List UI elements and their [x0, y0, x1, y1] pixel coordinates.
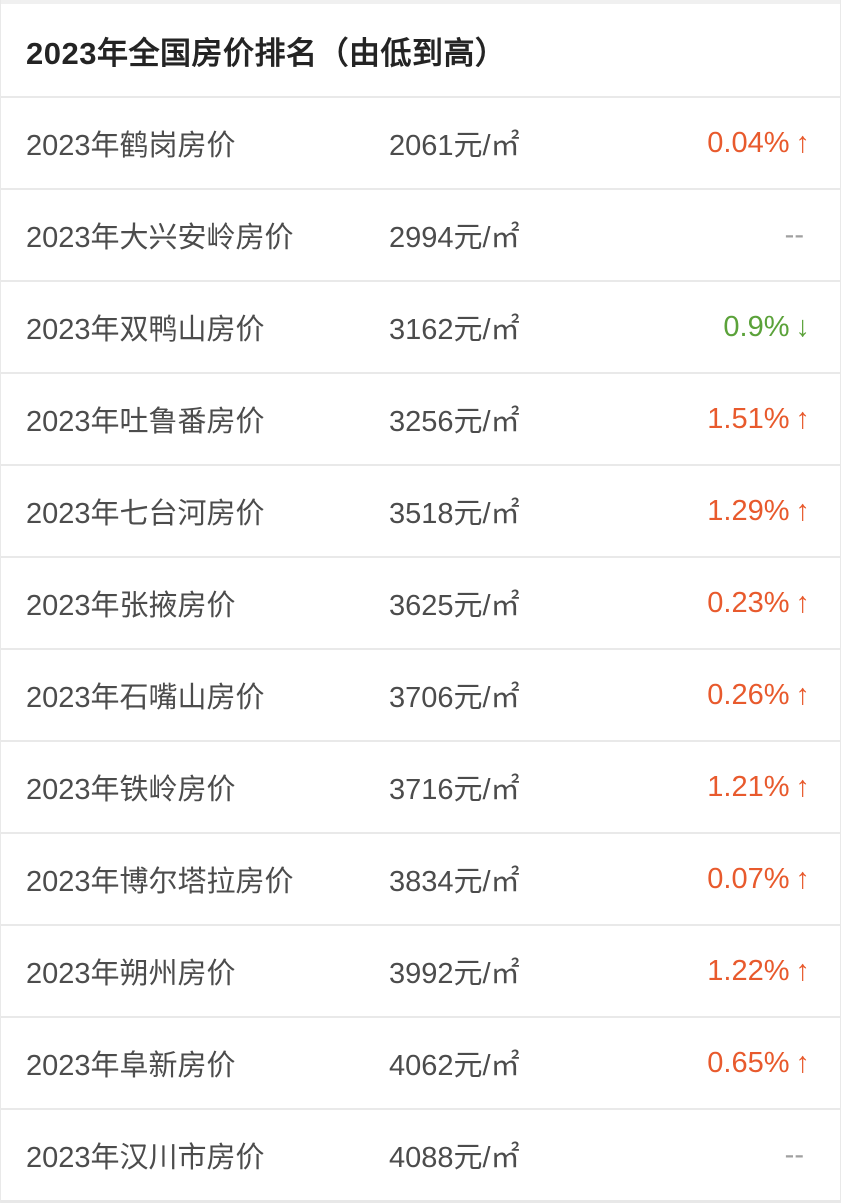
- table-row: 2023年石嘴山房价 3706元/㎡ 0.26% ↑: [1, 648, 840, 740]
- change-value: 1.29% ↑: [707, 495, 810, 528]
- price-value: 3518元/㎡: [389, 498, 520, 530]
- price-value: 2061元/㎡: [389, 130, 520, 162]
- change-value: 0.23% ↑: [707, 587, 810, 620]
- city-price-label: 2023年双鸭山房价: [26, 314, 265, 346]
- change-value: 0.65% ↑: [707, 1047, 810, 1080]
- trend-arrow-icon: ↑: [795, 126, 811, 159]
- city-price-label: 2023年张掖房价: [26, 590, 236, 622]
- change-value: --: [785, 219, 810, 252]
- change-percent: --: [784, 1138, 804, 1171]
- table-row: 2023年阜新房价 4062元/㎡ 0.65% ↑: [1, 1016, 840, 1108]
- table-row: 2023年鹤岗房价 2061元/㎡ 0.04% ↑: [1, 96, 840, 188]
- change-value: 0.9% ↓: [723, 311, 810, 344]
- price-value: 3162元/㎡: [389, 314, 520, 346]
- city-price-label: 2023年阜新房价: [26, 1050, 236, 1082]
- change-percent: 0.23%: [707, 586, 790, 619]
- change-value: 0.07% ↑: [707, 863, 810, 896]
- change-value: 1.22% ↑: [707, 955, 810, 988]
- table-row: 2023年双鸭山房价 3162元/㎡ 0.9% ↓: [1, 280, 840, 372]
- change-value: --: [785, 1139, 810, 1172]
- change-percent: 0.9%: [723, 310, 790, 343]
- trend-arrow-icon: ↑: [795, 402, 811, 435]
- change-value: 0.04% ↑: [707, 127, 810, 160]
- trend-arrow-icon: ↑: [795, 862, 811, 895]
- trend-arrow-icon: ↑: [795, 494, 811, 527]
- trend-arrow-icon: ↓: [795, 310, 811, 343]
- city-price-label: 2023年大兴安岭房价: [26, 222, 294, 254]
- change-percent: 0.26%: [707, 678, 790, 711]
- table-row: 2023年铁岭房价 3716元/㎡ 1.21% ↑: [1, 740, 840, 832]
- table-row: 2023年吐鲁番房价 3256元/㎡ 1.51% ↑: [1, 372, 840, 464]
- change-value: 1.21% ↑: [707, 771, 810, 804]
- change-percent: 1.29%: [707, 494, 790, 527]
- price-value: 4062元/㎡: [389, 1050, 520, 1082]
- price-value: 3834元/㎡: [389, 866, 520, 898]
- bottom-border-strip: [1, 1200, 840, 1203]
- city-price-label: 2023年铁岭房价: [26, 774, 236, 806]
- city-price-label: 2023年博尔塔拉房价: [26, 866, 294, 898]
- page-title: 2023年全国房价排名（由低到高）: [26, 35, 507, 71]
- price-value: 4088元/㎡: [389, 1142, 520, 1174]
- table-row: 2023年博尔塔拉房价 3834元/㎡ 0.07% ↑: [1, 832, 840, 924]
- trend-arrow-icon: ↑: [795, 770, 811, 803]
- change-percent: 1.51%: [707, 402, 790, 435]
- trend-arrow-icon: ↑: [795, 1046, 811, 1079]
- trend-arrow-icon: ↑: [795, 678, 811, 711]
- price-value: 3992元/㎡: [389, 958, 520, 990]
- change-percent: 0.65%: [707, 1046, 790, 1079]
- price-ranking-list: 2023年鹤岗房价 2061元/㎡ 0.04% ↑ 2023年大兴安岭房价 299…: [1, 96, 840, 1200]
- change-percent: --: [784, 218, 804, 251]
- title-bar: 2023年全国房价排名（由低到高）: [1, 4, 840, 96]
- change-percent: 1.22%: [707, 954, 790, 987]
- trend-arrow-icon: ↑: [795, 954, 811, 987]
- change-value: 1.51% ↑: [707, 403, 810, 436]
- change-percent: 0.07%: [707, 862, 790, 895]
- price-value: 3625元/㎡: [389, 590, 520, 622]
- city-price-label: 2023年朔州房价: [26, 958, 236, 990]
- top-border-strip: [1, 0, 840, 4]
- price-value: 2994元/㎡: [389, 222, 520, 254]
- change-percent: 0.04%: [707, 126, 790, 159]
- city-price-label: 2023年吐鲁番房价: [26, 406, 265, 438]
- table-row: 2023年大兴安岭房价 2994元/㎡ --: [1, 188, 840, 280]
- change-percent: 1.21%: [707, 770, 790, 803]
- price-value: 3256元/㎡: [389, 406, 520, 438]
- table-row: 2023年汉川市房价 4088元/㎡ --: [1, 1108, 840, 1200]
- change-value: 0.26% ↑: [707, 679, 810, 712]
- table-row: 2023年张掖房价 3625元/㎡ 0.23% ↑: [1, 556, 840, 648]
- trend-arrow-icon: ↑: [795, 586, 811, 619]
- table-row: 2023年朔州房价 3992元/㎡ 1.22% ↑: [1, 924, 840, 1016]
- table-row: 2023年七台河房价 3518元/㎡ 1.29% ↑: [1, 464, 840, 556]
- price-value: 3706元/㎡: [389, 682, 520, 714]
- city-price-label: 2023年汉川市房价: [26, 1142, 265, 1174]
- city-price-label: 2023年石嘴山房价: [26, 682, 265, 714]
- city-price-label: 2023年七台河房价: [26, 498, 265, 530]
- price-value: 3716元/㎡: [389, 774, 520, 806]
- city-price-label: 2023年鹤岗房价: [26, 130, 236, 162]
